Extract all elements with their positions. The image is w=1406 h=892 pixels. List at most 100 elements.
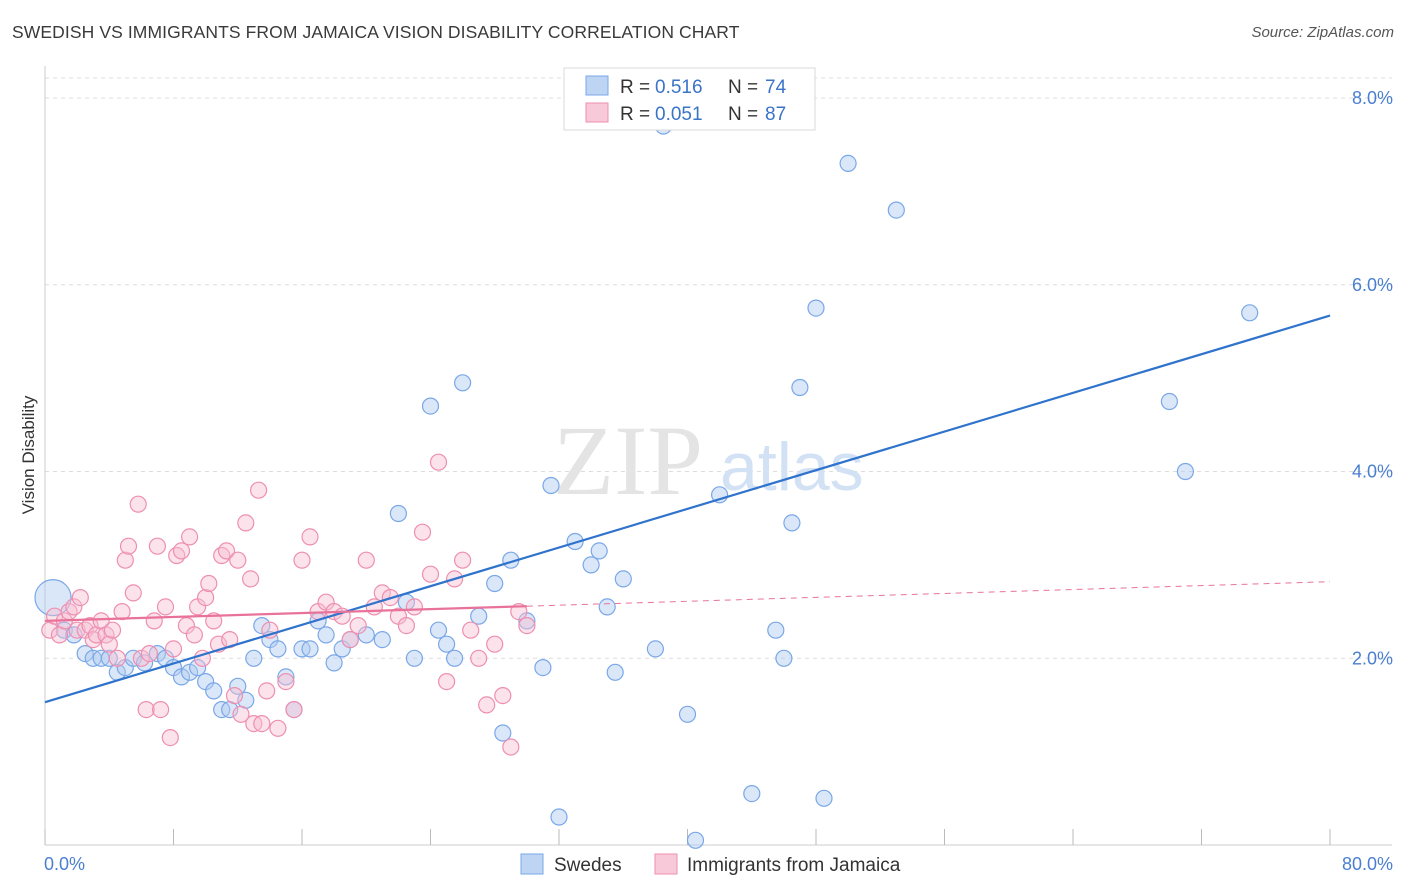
jamaica-point: [405, 598, 423, 616]
swedes-point: [76, 644, 94, 663]
jamaica-point: [486, 635, 504, 653]
jamaica-point: [357, 551, 375, 569]
swedes-point: [205, 682, 223, 700]
jamaica-point: [502, 738, 520, 756]
swedes-point: [181, 663, 199, 681]
jamaica-point: [217, 542, 236, 560]
swedes-point: [678, 705, 697, 723]
jamaica-point: [438, 672, 456, 691]
legend-n-label-1: N =: [728, 77, 758, 98]
jamaica-point: [349, 616, 367, 635]
legend-n-value-1: 74: [765, 77, 787, 98]
swedes-point: [245, 649, 263, 667]
jamaica-point: [137, 700, 155, 719]
jamaica-point: [301, 528, 319, 546]
jamaica-point: [81, 616, 99, 635]
jamaica-point: [100, 635, 118, 653]
jamaica-point: [161, 728, 179, 747]
jamaica-point: [225, 686, 244, 705]
swedes-point: [606, 663, 624, 681]
jamaica-point: [185, 626, 203, 644]
legend-r-label-2: R =: [620, 104, 650, 125]
swedes-point: [325, 654, 343, 672]
watermark-zip: ZIP: [553, 405, 703, 516]
legend-r-value-2: 0.051: [655, 104, 703, 125]
jamaica-point: [285, 700, 303, 719]
x-tick-labels: 0.0% 80.0%: [44, 854, 1393, 874]
jamaica-point: [148, 537, 166, 555]
swedes-point: [614, 570, 632, 588]
swedes-point: [454, 374, 472, 392]
swedes-point: [598, 598, 616, 616]
swedes-point: [136, 654, 154, 672]
swedes-point: [189, 658, 207, 677]
jamaica-point: [156, 598, 175, 616]
swedes-point: [389, 504, 407, 523]
jamaica-point: [181, 528, 199, 546]
swedes-point: [767, 621, 785, 639]
jamaica-point: [229, 551, 247, 569]
jamaica-point: [213, 546, 231, 565]
swedes-point: [373, 630, 391, 649]
jamaica-point: [232, 705, 250, 723]
legend-r-value-1: 0.516: [655, 77, 703, 98]
source-credit: Source: ZipAtlas.com: [1251, 24, 1394, 41]
jamaica-point: [164, 640, 183, 658]
swedes-point: [253, 616, 271, 635]
jamaica-point: [253, 714, 271, 733]
jamaica-point: [197, 588, 215, 607]
jamaica-point: [269, 719, 287, 737]
swedes-point: [550, 808, 568, 826]
data-points: [34, 117, 1259, 849]
jamaica-point: [119, 537, 138, 555]
jamaica-point: [140, 644, 158, 663]
swedes-point: [775, 649, 793, 667]
x-tick-label-0: 0.0%: [44, 854, 85, 874]
legend-swatch-swedes: [585, 75, 609, 96]
swedes-point: [582, 556, 600, 574]
jamaica-point: [129, 495, 147, 513]
jamaica-point: [421, 565, 440, 583]
jamaica-point: [293, 551, 311, 569]
jamaica-point: [341, 630, 359, 649]
swedes-trend-line: [44, 314, 1331, 704]
swedes-point: [405, 649, 423, 667]
jamaica-point: [470, 649, 488, 667]
jamaica-point: [84, 630, 102, 649]
swedes-point: [269, 640, 287, 658]
jamaica-point: [124, 584, 142, 602]
x-tick-label-1: 80.0%: [1342, 854, 1393, 874]
stats-legend: R = 0.516 N = 74 R = 0.051 N = 87: [563, 67, 816, 131]
jamaica-point: [258, 682, 276, 700]
trend-lines: [44, 314, 1331, 704]
jamaica-point: [462, 621, 480, 639]
swedes-point: [1176, 462, 1195, 481]
swedes-point: [1241, 304, 1259, 322]
swedes-point: [590, 542, 608, 560]
swedes-point: [783, 514, 801, 532]
swedes-point: [646, 640, 665, 658]
jamaica-point: [454, 551, 472, 569]
jamaica-point: [250, 481, 268, 499]
legend-r-label-1: R =: [620, 77, 650, 98]
jamaica-point: [108, 649, 126, 667]
swedes-point: [807, 299, 825, 317]
swedes-point: [470, 607, 488, 625]
chart-title: SWEDISH VS IMMIGRANTS FROM JAMAICA VISIO…: [12, 22, 740, 42]
jamaica-point: [494, 686, 512, 705]
legend-n-value-2: 87: [765, 104, 786, 125]
jamaica-point: [71, 588, 89, 607]
swedes-point: [534, 658, 552, 677]
swedes-point: [421, 397, 440, 415]
bottom-legend-swatch-swedes: [520, 853, 544, 875]
swedes-point: [446, 649, 464, 667]
swedes-point: [317, 626, 335, 644]
swedes-point: [65, 626, 83, 644]
y-tick-label-2: 6.0%: [1352, 275, 1393, 295]
jamaica-point: [116, 551, 134, 569]
y-tick-label-0: 2.0%: [1352, 648, 1393, 668]
swedes-point: [301, 640, 319, 658]
swedes-point: [1160, 392, 1179, 411]
y-axis-title: Vision Disability: [19, 395, 38, 514]
